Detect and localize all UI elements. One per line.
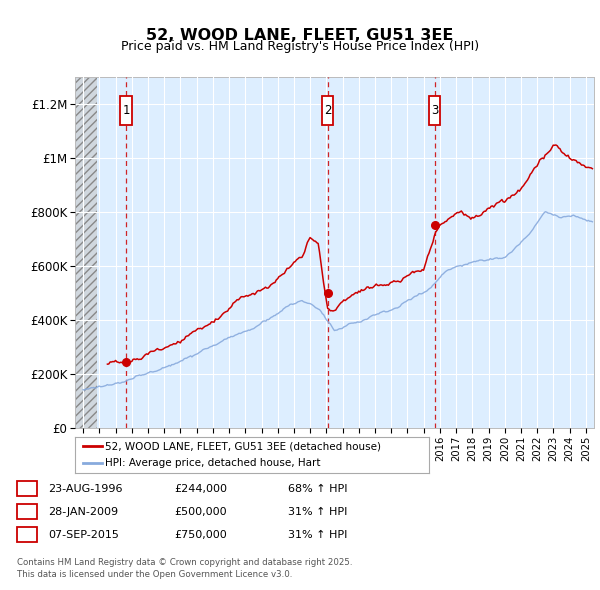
Text: 28-JAN-2009: 28-JAN-2009 — [48, 507, 118, 516]
FancyBboxPatch shape — [322, 96, 333, 125]
Text: Contains HM Land Registry data © Crown copyright and database right 2025.
This d: Contains HM Land Registry data © Crown c… — [17, 558, 352, 579]
Text: 68% ↑ HPI: 68% ↑ HPI — [288, 484, 347, 493]
Text: 31% ↑ HPI: 31% ↑ HPI — [288, 530, 347, 539]
Bar — [75, 77, 97, 428]
Text: 3: 3 — [23, 530, 30, 539]
Text: Price paid vs. HM Land Registry's House Price Index (HPI): Price paid vs. HM Land Registry's House … — [121, 40, 479, 53]
Text: £244,000: £244,000 — [174, 484, 227, 493]
Text: 07-SEP-2015: 07-SEP-2015 — [48, 530, 119, 539]
FancyBboxPatch shape — [120, 96, 131, 125]
Text: 52, WOOD LANE, FLEET, GU51 3EE (detached house): 52, WOOD LANE, FLEET, GU51 3EE (detached… — [105, 441, 381, 451]
Text: 1: 1 — [23, 484, 30, 493]
FancyBboxPatch shape — [429, 96, 440, 125]
Text: £750,000: £750,000 — [174, 530, 227, 539]
Text: £500,000: £500,000 — [174, 507, 227, 516]
Text: HPI: Average price, detached house, Hart: HPI: Average price, detached house, Hart — [105, 458, 320, 468]
Text: 2: 2 — [23, 507, 30, 516]
Text: 1: 1 — [122, 104, 130, 117]
Bar — [75, 77, 97, 428]
Text: 52, WOOD LANE, FLEET, GU51 3EE: 52, WOOD LANE, FLEET, GU51 3EE — [146, 28, 454, 43]
Text: 23-AUG-1996: 23-AUG-1996 — [48, 484, 122, 493]
Text: 3: 3 — [431, 104, 439, 117]
Text: 31% ↑ HPI: 31% ↑ HPI — [288, 507, 347, 516]
Text: 2: 2 — [324, 104, 331, 117]
